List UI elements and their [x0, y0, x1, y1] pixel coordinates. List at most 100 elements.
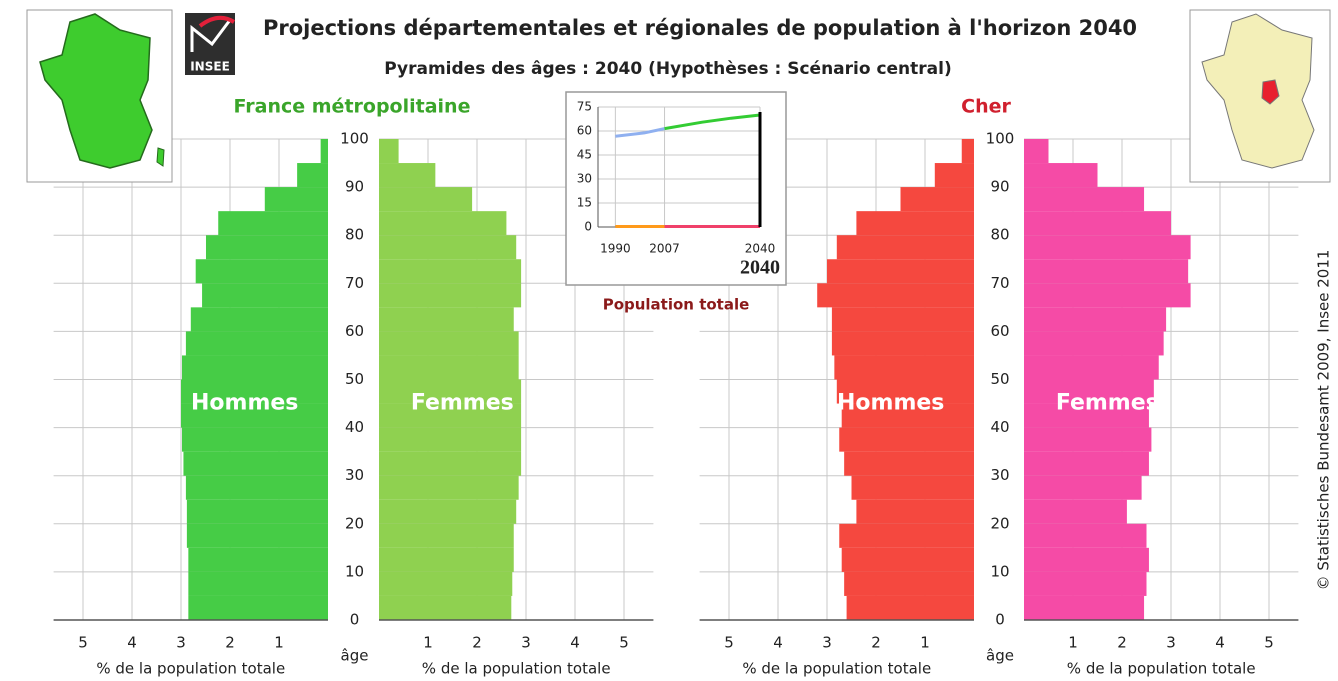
- series-label: Hommes: [837, 391, 944, 416]
- bar: [320, 139, 328, 164]
- inset-box: [565, 91, 787, 286]
- bar: [181, 379, 328, 404]
- bar: [185, 331, 328, 356]
- bar: [831, 331, 974, 356]
- bar: [846, 595, 974, 620]
- map-shape: [1201, 13, 1315, 169]
- bar: [379, 163, 436, 188]
- x-tick-label: 5: [78, 634, 88, 652]
- bar: [379, 139, 399, 164]
- bar: [379, 595, 512, 620]
- bar: [827, 259, 974, 284]
- bar: [379, 259, 522, 284]
- bar: [379, 451, 522, 476]
- y-tick-label: 75: [577, 100, 592, 114]
- x-tick-label: 1990: [600, 242, 631, 256]
- x-tick-label: 2040: [745, 242, 776, 256]
- bar: [1024, 427, 1152, 452]
- bar: [839, 427, 974, 452]
- bar: [188, 571, 328, 596]
- bar: [379, 307, 514, 332]
- x-tick-label: 2: [1117, 634, 1127, 652]
- y-axis-label: âge: [986, 647, 1014, 665]
- y-tick-label: 60: [577, 124, 592, 138]
- x-tick-label: 2: [871, 634, 881, 652]
- bar: [188, 595, 328, 620]
- bar: [1024, 259, 1189, 284]
- bar: [1024, 307, 1167, 332]
- y-tick-label: 0: [584, 220, 592, 234]
- y-tick-label: 100: [986, 130, 1015, 148]
- bar: [1024, 595, 1145, 620]
- bar: [181, 403, 328, 428]
- x-axis-label: % de la population totale: [422, 660, 611, 678]
- bar: [1024, 211, 1171, 236]
- bar: [934, 163, 974, 188]
- bar: [900, 187, 974, 212]
- map-highlight: [1261, 79, 1280, 105]
- line: [615, 127, 665, 138]
- x-tick-label: 3: [521, 634, 531, 652]
- bar: [834, 355, 974, 380]
- bar: [264, 187, 328, 212]
- bar: [185, 475, 328, 500]
- series-label: Femmes: [411, 391, 514, 416]
- y-tick-label: 70: [345, 274, 364, 292]
- bar: [181, 355, 328, 380]
- bar: [218, 211, 328, 236]
- map-shape: [39, 13, 153, 169]
- bar: [379, 283, 522, 308]
- x-tick-label: 1: [423, 634, 433, 652]
- bar: [1024, 499, 1127, 524]
- y-tick-label: 30: [577, 172, 592, 186]
- bar: [379, 403, 522, 428]
- y-tick-label: 60: [990, 322, 1009, 340]
- x-tick-label: 5: [1264, 634, 1274, 652]
- x-tick-label: 3: [176, 634, 186, 652]
- y-tick-label: 30: [345, 466, 364, 484]
- logo-mark: [190, 19, 232, 52]
- bar: [379, 211, 507, 236]
- map-france: [26, 9, 173, 183]
- y-tick-label: 80: [345, 226, 364, 244]
- bar: [1024, 379, 1154, 404]
- bar: [1024, 547, 1149, 572]
- bar: [1024, 187, 1145, 212]
- selected-year-label: 2040: [740, 257, 780, 279]
- bar: [1024, 235, 1191, 260]
- y-tick-label: 10: [345, 562, 364, 580]
- x-tick-label: 1: [274, 634, 284, 652]
- bar: [1024, 451, 1149, 476]
- x-tick-label: 3: [1166, 634, 1176, 652]
- bar: [379, 187, 473, 212]
- logo: INSEE: [185, 13, 236, 75]
- x-tick-label: 4: [1215, 634, 1225, 652]
- y-tick-label: 80: [990, 226, 1009, 244]
- bar: [1024, 355, 1159, 380]
- bar: [844, 451, 974, 476]
- bar: [817, 283, 974, 308]
- y-axis-label: âge: [341, 647, 369, 665]
- bar: [379, 571, 513, 596]
- bar: [856, 211, 974, 236]
- bar: [379, 427, 522, 452]
- bar: [190, 307, 328, 332]
- x-axis-label: % de la population totale: [742, 660, 931, 678]
- bar: [186, 523, 328, 548]
- x-tick-label: 4: [773, 634, 783, 652]
- bar: [836, 379, 974, 404]
- y-tick-label: 45: [577, 148, 592, 162]
- bar: [844, 571, 974, 596]
- x-tick-label: 2007: [649, 242, 680, 256]
- bar: [379, 499, 517, 524]
- credit: © Statistisches Bundesamt 2009, Insee 20…: [1315, 250, 1333, 591]
- bar: [839, 523, 974, 548]
- subtitle: Pyramides des âges : 2040 (Hypothèses : …: [384, 59, 952, 79]
- bar: [379, 331, 519, 356]
- x-axis-label: % de la population totale: [96, 660, 285, 678]
- bar: [205, 235, 328, 260]
- x-tick-label: 5: [619, 634, 629, 652]
- x-tick-label: 2: [472, 634, 482, 652]
- y-tick-label: 0: [995, 611, 1005, 629]
